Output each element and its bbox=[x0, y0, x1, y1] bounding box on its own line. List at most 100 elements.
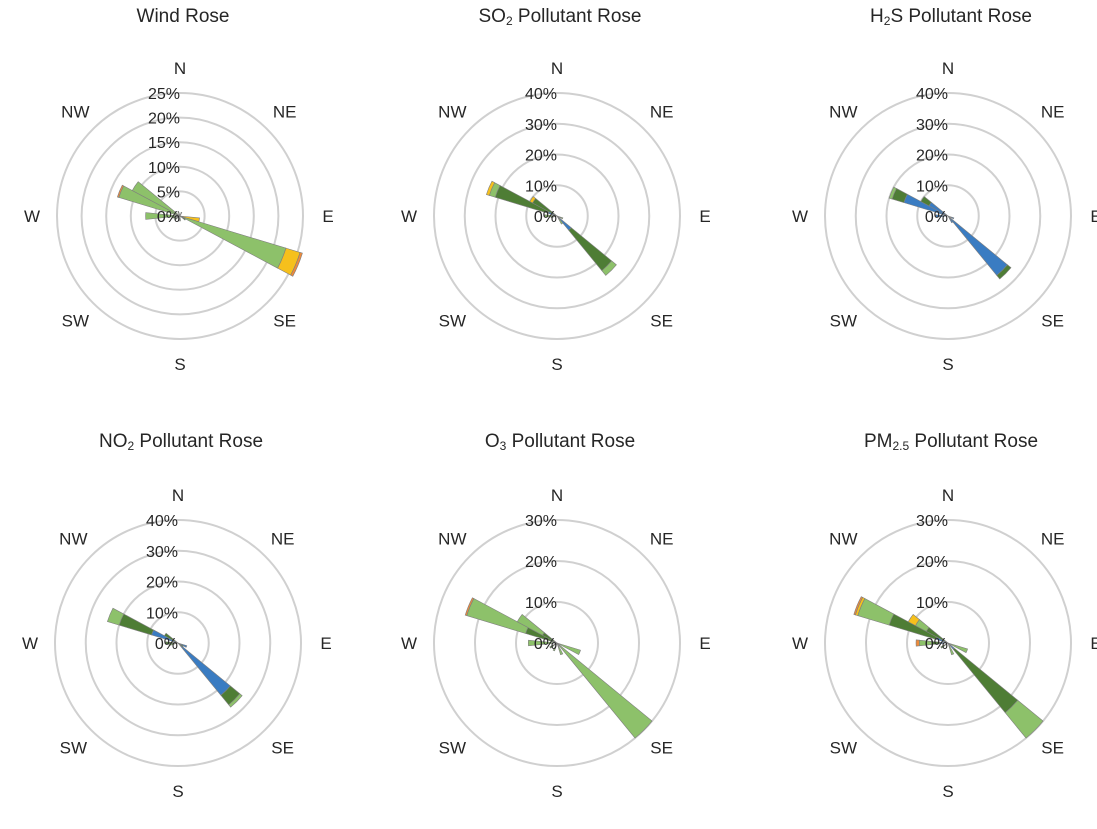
grid-ring bbox=[115, 580, 241, 706]
radial-tick-label: 10% bbox=[916, 178, 948, 195]
rose-bar-1-segment-4 bbox=[853, 596, 864, 616]
polar-grid bbox=[433, 92, 681, 340]
chart-title: Wind Rose bbox=[0, 6, 366, 28]
radial-tick-label: 20% bbox=[916, 554, 948, 571]
grid-ring bbox=[906, 601, 990, 685]
direction-label: SW bbox=[439, 312, 466, 331]
wind-rose-chart: N NE E SE S SW W NW 0% 5% 10% 15% 20% 25% bbox=[24, 59, 334, 374]
direction-label: N bbox=[174, 59, 186, 78]
direction-label: N bbox=[172, 486, 184, 505]
direction-label: NE bbox=[271, 529, 295, 548]
direction-label: S bbox=[551, 355, 562, 374]
direction-labels: N NE E SE S SW W NW bbox=[792, 486, 1097, 801]
title-main: Wind Rose bbox=[136, 6, 230, 27]
title-subscript: 2 bbox=[883, 14, 891, 28]
direction-label: N bbox=[551, 59, 563, 78]
grid-ring bbox=[824, 519, 1072, 767]
radial-tick-label: 30% bbox=[525, 513, 557, 530]
direction-label: SE bbox=[271, 739, 294, 758]
radial-tick-label: 5% bbox=[157, 184, 180, 201]
direction-label: NW bbox=[59, 529, 87, 548]
grid-ring bbox=[105, 141, 255, 291]
title-rest: Pollutant Rose bbox=[134, 431, 264, 452]
polar-grid bbox=[433, 519, 681, 767]
rose-bar-2-segment-2 bbox=[907, 613, 920, 627]
radial-tick-labels: 0% 10% 20% 30% bbox=[525, 513, 557, 653]
rose-bar-3-segment-3 bbox=[915, 639, 920, 647]
rose-bar-5-segment-0 bbox=[556, 215, 564, 220]
rose-bar-6-segment-0 bbox=[552, 642, 558, 652]
grid-ring bbox=[146, 611, 210, 675]
radial-tick-label: 30% bbox=[146, 544, 178, 561]
polar-grid bbox=[824, 519, 1072, 767]
rose-bars bbox=[486, 180, 617, 276]
direction-label: SE bbox=[273, 312, 296, 331]
direction-label: S bbox=[174, 355, 185, 374]
radial-tick-label: 10% bbox=[525, 595, 557, 612]
rose-bar-1-segment-3 bbox=[486, 180, 496, 196]
rose-bar-5-segment-0 bbox=[174, 215, 181, 221]
rose-bar-6-segment-0 bbox=[556, 215, 564, 225]
direction-label: NE bbox=[273, 102, 297, 121]
grid-ring bbox=[916, 184, 980, 248]
direction-labels: N NE E SE S SW W NW bbox=[792, 59, 1097, 374]
rose-bar-3-segment-0 bbox=[165, 641, 179, 645]
polar-grid bbox=[56, 92, 304, 340]
radial-tick-labels: 0% 5% 10% 15% 20% 25% bbox=[148, 86, 180, 226]
rose-bar-0-segment-2 bbox=[228, 693, 243, 708]
rose-bar-2-segment-0 bbox=[131, 181, 181, 217]
grid-ring bbox=[84, 549, 272, 737]
rose-bar-4-segment-0 bbox=[168, 642, 179, 647]
direction-label: NE bbox=[1041, 529, 1065, 548]
direction-label: S bbox=[942, 355, 953, 374]
radial-tick-label: 20% bbox=[525, 148, 557, 165]
rose-bar-7-segment-0 bbox=[179, 215, 187, 221]
direction-label: NW bbox=[829, 529, 857, 548]
rose-bar-1-segment-2 bbox=[107, 607, 125, 626]
rose-bar-2-segment-1 bbox=[516, 613, 545, 636]
h2s-rose-panel: H2S Pollutant Rose N NE E SE S SW W NW 0% 10% 20% 3… bbox=[768, 0, 1097, 402]
radial-tick-label: 20% bbox=[148, 111, 180, 128]
direction-label: E bbox=[1090, 207, 1097, 226]
rose-bars bbox=[464, 597, 653, 739]
title-main: NO bbox=[98, 431, 128, 452]
direction-label: SE bbox=[650, 739, 673, 758]
o3-rose-chart: N NE E SE S SW W NW 0% 10% 20% 30% bbox=[401, 486, 711, 801]
direction-label: W bbox=[401, 207, 417, 226]
radial-tick-label: 0% bbox=[925, 636, 948, 653]
radial-tick-label: 10% bbox=[525, 178, 557, 195]
chart-title: O3 Pollutant Rose bbox=[377, 431, 743, 453]
radial-tick-label: 20% bbox=[146, 575, 178, 592]
rose-bar-3-segment-0 bbox=[145, 212, 181, 220]
radial-tick-label: 30% bbox=[916, 117, 948, 134]
direction-label: W bbox=[22, 634, 38, 653]
rose-bar-4-segment-0 bbox=[172, 215, 181, 219]
rose-bar-0-segment-0 bbox=[179, 215, 287, 269]
direction-labels: N NE E SE S SW W NW bbox=[401, 486, 711, 801]
pm25-rose-chart: N NE E SE S SW W NW 0% 10% 20% 30% bbox=[792, 486, 1097, 801]
grid-ring bbox=[463, 122, 651, 310]
direction-label: N bbox=[551, 486, 563, 505]
h2s-rose-chart: N NE E SE S SW W NW 0% 10% 20% 30% 40% bbox=[792, 59, 1097, 374]
radial-tick-label: 0% bbox=[534, 636, 557, 653]
rose-bar-1-segment-2 bbox=[464, 597, 475, 617]
direction-labels: N NE E SE S SW W NW bbox=[24, 59, 334, 374]
so2-rose-panel: SO2 Pollutant Rose N NE E SE S SW W NW 0% 10% 20% 3… bbox=[377, 0, 743, 402]
grid-ring bbox=[129, 165, 231, 267]
direction-label: W bbox=[792, 207, 808, 226]
grid-ring bbox=[525, 184, 589, 248]
direction-label: S bbox=[172, 782, 183, 801]
direction-label: NW bbox=[438, 529, 466, 548]
direction-label: NE bbox=[1041, 102, 1065, 121]
title-rest: Pollutant Rose bbox=[512, 6, 642, 27]
direction-label: NE bbox=[650, 102, 674, 121]
radial-tick-label: 20% bbox=[916, 148, 948, 165]
rose-bar-0-segment-0 bbox=[177, 642, 231, 696]
direction-label: NW bbox=[438, 102, 466, 121]
polar-grid bbox=[54, 519, 302, 767]
direction-label: E bbox=[1090, 634, 1097, 653]
title-subscript: 3 bbox=[499, 439, 507, 453]
radial-tick-labels: 0% 10% 20% 30% 40% bbox=[916, 86, 948, 226]
rose-bar-6-segment-0 bbox=[179, 215, 200, 223]
rose-bar-0-segment-2 bbox=[1004, 699, 1044, 739]
